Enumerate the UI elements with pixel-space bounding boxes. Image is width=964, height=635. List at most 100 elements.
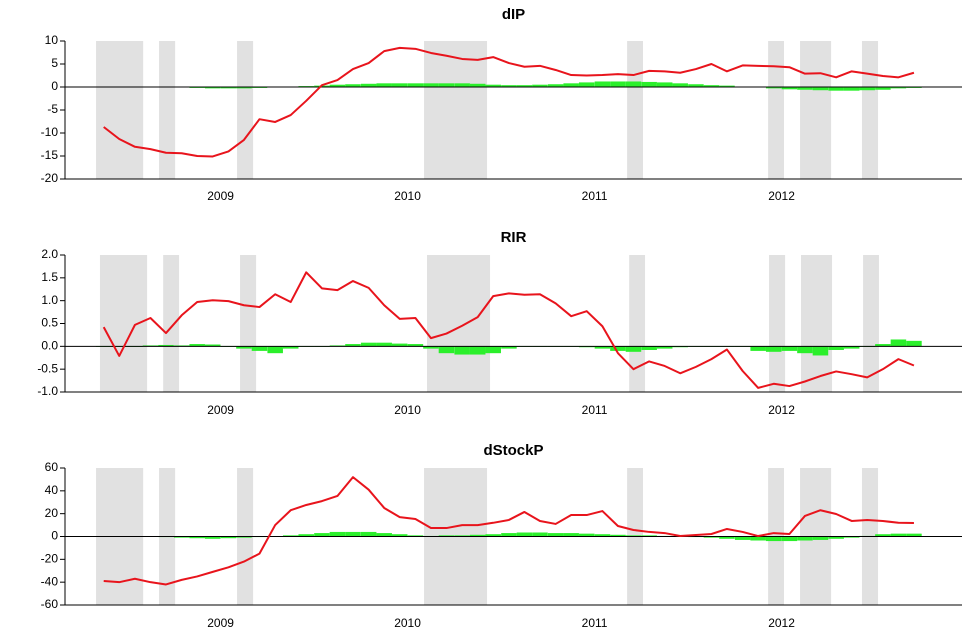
bar <box>204 344 221 347</box>
bar <box>329 531 346 537</box>
shaded-region <box>629 255 646 392</box>
bar <box>532 84 548 87</box>
y-tick-label: -15 <box>41 148 59 162</box>
x-tick-label: 2011 <box>582 189 608 203</box>
bar <box>875 344 891 347</box>
bar <box>703 85 720 87</box>
bar <box>641 535 657 537</box>
bar <box>376 533 392 537</box>
bar <box>906 533 922 537</box>
bar <box>563 533 579 537</box>
line <box>103 476 914 586</box>
bar <box>391 343 408 347</box>
bar <box>750 346 766 351</box>
bar <box>641 346 657 350</box>
bar <box>625 81 642 87</box>
line <box>102 271 915 389</box>
bar <box>267 346 283 354</box>
bar <box>781 346 798 351</box>
bar <box>610 534 626 537</box>
bar <box>563 83 579 87</box>
bar <box>750 536 766 541</box>
bar <box>501 85 517 87</box>
bar <box>875 87 891 90</box>
bar <box>532 532 548 537</box>
bar <box>391 83 408 87</box>
bar <box>438 535 455 537</box>
bar <box>765 346 782 352</box>
bar <box>547 84 564 87</box>
y-tick-label: -20 <box>41 552 59 566</box>
x-tick-label: 2011 <box>582 616 608 630</box>
shaded-region <box>863 255 879 392</box>
bar <box>890 533 907 537</box>
bar <box>407 83 424 87</box>
chart-title: dStockP <box>483 442 543 459</box>
chart-title: RIR <box>501 229 527 246</box>
bar <box>890 87 907 89</box>
bar <box>906 340 922 347</box>
y-tick-label: 60 <box>45 460 59 474</box>
bar <box>516 532 533 537</box>
shaded-region <box>424 41 488 179</box>
bar <box>781 536 798 542</box>
y-tick-label: 0.0 <box>41 339 58 353</box>
bar <box>703 536 720 538</box>
bar <box>438 346 455 354</box>
y-tick-label: 1.5 <box>41 270 58 284</box>
bar <box>828 346 844 350</box>
bar <box>251 346 268 351</box>
bar <box>828 87 844 91</box>
x-tick-label: 2012 <box>768 616 795 630</box>
bar <box>329 84 346 87</box>
bar <box>236 536 252 538</box>
bar <box>360 83 377 87</box>
bar <box>828 536 844 539</box>
bar <box>345 344 361 347</box>
bar <box>360 531 377 537</box>
bar <box>454 535 470 537</box>
bar <box>469 83 486 87</box>
bar <box>812 536 829 540</box>
bar <box>438 83 455 87</box>
bar <box>843 87 860 91</box>
bar <box>594 81 611 87</box>
bar <box>345 531 361 537</box>
bar <box>890 339 907 347</box>
shaded-region <box>769 255 786 392</box>
bar <box>797 536 813 541</box>
shaded-region <box>801 255 833 392</box>
shaded-region <box>159 41 176 179</box>
y-tick-label: 0 <box>51 529 58 543</box>
y-tick-label: 0 <box>51 79 58 93</box>
shaded-region <box>427 255 491 392</box>
y-tick-label: 2.0 <box>41 247 58 261</box>
bar <box>360 342 377 347</box>
y-tick-label: -40 <box>41 574 59 588</box>
y-tick-label: 10 <box>45 33 59 47</box>
bar <box>236 346 252 349</box>
x-tick-label: 2012 <box>768 189 795 203</box>
bar <box>485 534 501 537</box>
bar <box>672 83 688 87</box>
bar <box>236 87 252 89</box>
bar <box>282 535 299 537</box>
bar <box>220 536 237 539</box>
bar <box>485 346 501 354</box>
bar <box>345 84 361 87</box>
shaded-region <box>163 255 180 392</box>
bar <box>423 346 439 349</box>
bar <box>719 536 735 539</box>
bar <box>220 87 237 89</box>
bar <box>781 87 798 90</box>
x-tick-label: 2010 <box>394 403 421 417</box>
bar <box>843 346 860 349</box>
bar <box>189 344 205 347</box>
bar <box>719 85 735 87</box>
y-tick-label: -10 <box>41 125 59 139</box>
bar <box>407 344 424 347</box>
bar <box>376 342 392 347</box>
y-tick-label: -5 <box>47 102 58 116</box>
bar <box>423 83 439 87</box>
